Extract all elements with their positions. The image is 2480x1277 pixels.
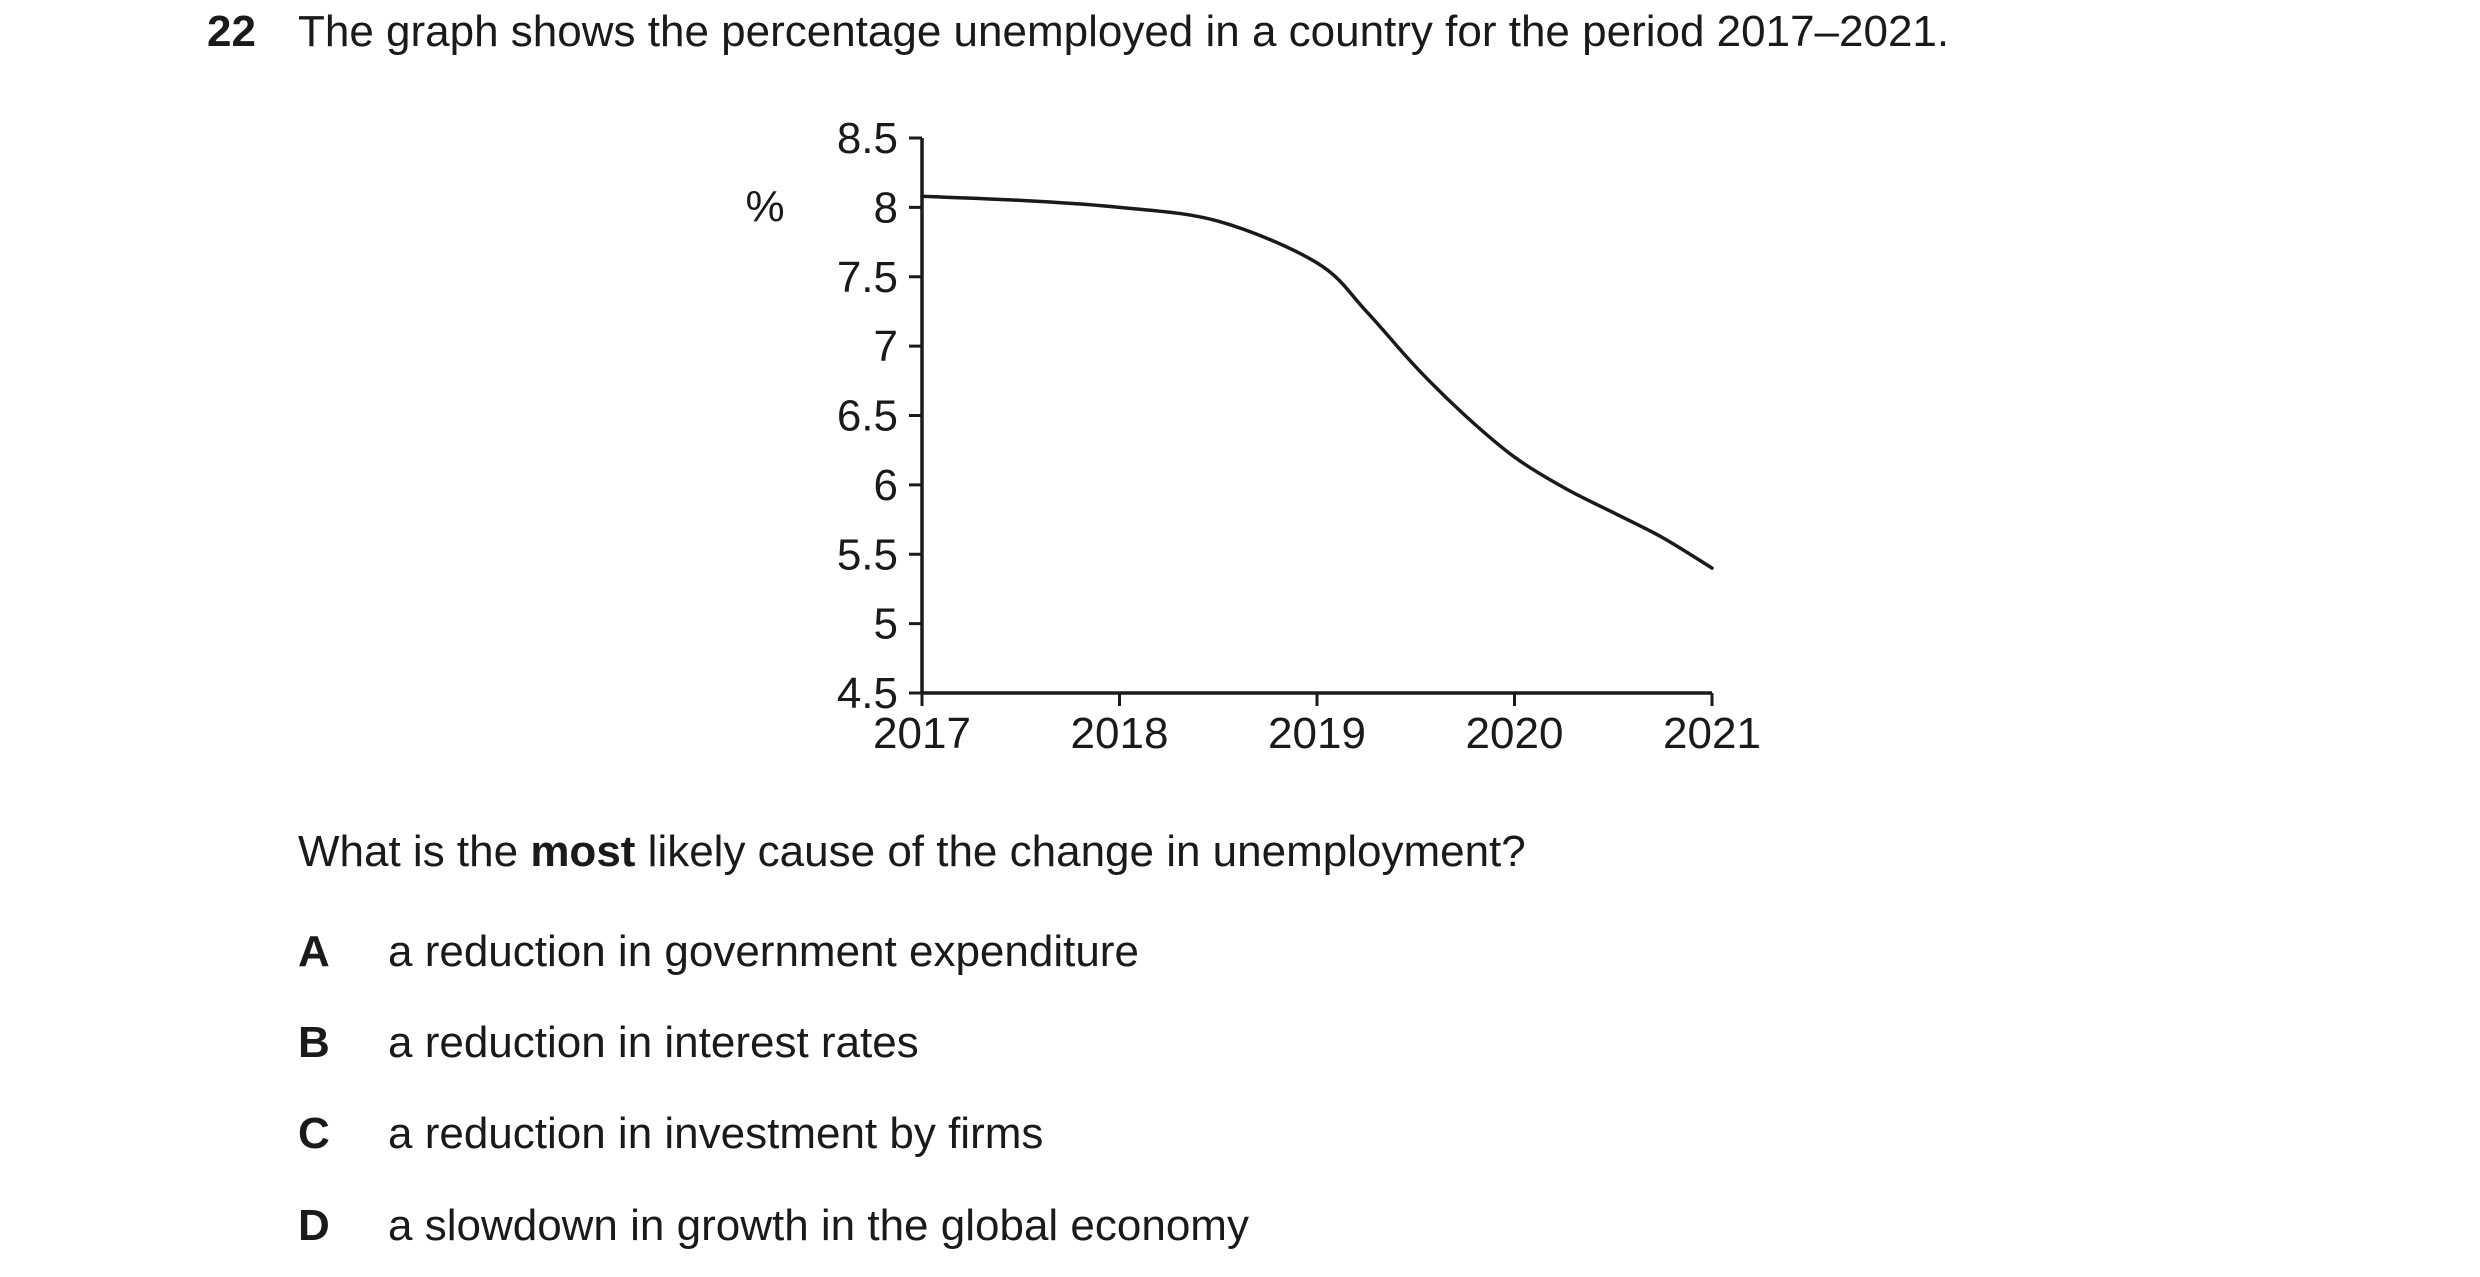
option-letter: C: [298, 1109, 330, 1158]
question-stem: The graph shows the percentage unemploye…: [298, 7, 1950, 56]
y-axis-ticks: 4.5 5 5.5 6 6.5 7 7.5 8 8.5: [837, 114, 922, 718]
prompt-bold: most: [530, 827, 636, 876]
option-letter: A: [298, 927, 330, 976]
unemployment-line-chart: 4.5 5 5.5 6 6.5 7 7.5 8 8.5 2017 2018 2019 2020 2021…: [745, 114, 1761, 758]
y-tick-label: 6: [874, 461, 898, 510]
chart-axes: [920, 138, 1712, 695]
chart-series: [920, 194, 1714, 570]
option-letter: D: [298, 1201, 330, 1250]
option-text: a reduction in government expenditure: [388, 927, 1139, 976]
x-tick-label: 2020: [1466, 709, 1564, 758]
y-tick-label: 8.5: [837, 114, 898, 163]
prompt-before: What is the: [298, 827, 531, 876]
y-axis-label: %: [745, 182, 784, 231]
option-text: a reduction in investment by firms: [388, 1109, 1044, 1158]
prompt-after: likely cause of the change in unemployme…: [635, 827, 1526, 876]
unemployment-series-line: [920, 194, 1714, 570]
x-tick-label: 2019: [1268, 709, 1366, 758]
x-tick-label: 2021: [1663, 709, 1761, 758]
y-tick-label: 7.5: [837, 253, 898, 302]
option-letter: B: [298, 1018, 330, 1067]
x-axis-ticks: 2017 2018 2019 2020 2021: [873, 693, 1761, 758]
question-prompt: What is the most likely cause of the cha…: [298, 824, 1526, 880]
y-tick-label: 8: [874, 183, 898, 232]
y-tick-label: 6.5: [837, 392, 898, 441]
question-number: 22: [207, 7, 256, 56]
option-text: a slowdown in growth in the global econo…: [388, 1201, 1249, 1250]
x-tick-label: 2018: [1071, 709, 1169, 758]
x-tick-label: 2017: [873, 709, 971, 758]
y-tick-label: 5.5: [837, 530, 898, 579]
y-tick-label: 4.5: [837, 669, 898, 718]
y-tick-label: 7: [874, 322, 898, 371]
y-tick-label: 5: [874, 600, 898, 649]
option-text: a reduction in interest rates: [388, 1018, 919, 1067]
